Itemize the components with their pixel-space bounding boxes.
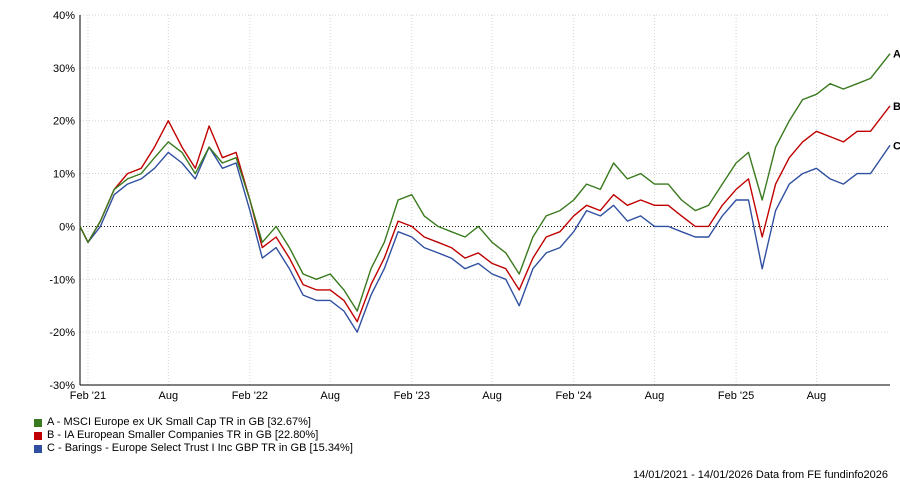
y-tick-label: -10% [49, 274, 75, 286]
footer-date-range: 14/01/2021 - 14/01/2026 [632, 469, 753, 481]
legend-swatch-b [34, 431, 42, 440]
legend-label-c: C - Barings - Europe Select Trust I Inc … [47, 442, 353, 454]
x-tick-label: Feb '23 [394, 390, 430, 402]
legend-swatch-c [34, 444, 42, 453]
legend-label-a: A - MSCI Europe ex UK Small Cap TR in GB… [47, 416, 311, 428]
series-end-label-b: B [893, 101, 900, 113]
x-tick-label: Aug [320, 390, 340, 402]
grid-lines [80, 14, 890, 386]
series-lines [79, 53, 891, 333]
y-tick-label: 20% [53, 116, 75, 128]
series-line-a [79, 53, 891, 312]
x-tick-label: Aug [482, 390, 502, 402]
legend-swatch-a [34, 418, 42, 427]
x-tick-label: Feb '24 [556, 390, 592, 402]
y-tick-label: -30% [49, 380, 75, 392]
legend-item-b: B - IA European Smaller Companies TR in … [34, 429, 353, 442]
legend-label-b: B - IA European Smaller Companies TR in … [47, 429, 319, 441]
legend-item-a: A - MSCI Europe ex UK Small Cap TR in GB… [34, 416, 353, 429]
legend-item-c: C - Barings - Europe Select Trust I Inc … [34, 442, 353, 455]
line-chart: 40% 30% 20% 10% 0% -10% -20% -30%Feb '21 Aug Feb … [49, 10, 900, 402]
footer: 14/01/2021 - 14/01/2026 Data from FE fun… [633, 469, 888, 481]
x-tick-label: Feb '25 [718, 390, 754, 402]
x-tick-label: Aug [158, 390, 178, 402]
series-end-label-a: A [893, 49, 900, 61]
y-tick-label: 0% [59, 221, 75, 233]
x-tick-label: Aug [645, 390, 665, 402]
footer-source: Data from FE fundinfo2026 [755, 469, 888, 481]
x-tick-label: Feb '21 [70, 390, 106, 402]
legend: A - MSCI Europe ex UK Small Cap TR in GB… [34, 416, 353, 455]
y-tick-label: 40% [53, 10, 75, 22]
series-line-b [79, 105, 891, 323]
tick-labels: 40% 30% 20% 10% 0% -10% -20% -30%Feb '21 Aug Feb … [49, 10, 900, 402]
axes [79, 15, 890, 386]
y-tick-label: 10% [53, 169, 75, 181]
x-tick-label: Aug [807, 390, 827, 402]
series-end-label-c: C [893, 140, 900, 152]
y-tick-label: 30% [53, 63, 75, 75]
y-tick-label: -20% [49, 327, 75, 339]
x-tick-label: Feb '22 [232, 390, 268, 402]
